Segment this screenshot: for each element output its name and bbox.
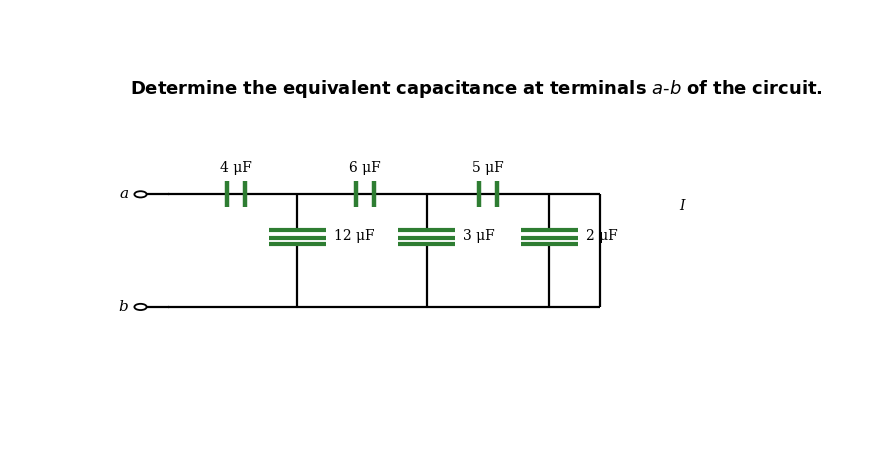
Text: 4 μF: 4 μF bbox=[220, 161, 252, 175]
Text: 2 μF: 2 μF bbox=[586, 229, 617, 243]
Text: 3 μF: 3 μF bbox=[463, 229, 494, 243]
Text: a: a bbox=[119, 187, 128, 201]
Text: 6 μF: 6 μF bbox=[349, 161, 381, 175]
Text: b: b bbox=[119, 300, 128, 314]
Text: 5 μF: 5 μF bbox=[471, 161, 503, 175]
Text: 12 μF: 12 μF bbox=[334, 229, 374, 243]
Text: $\mathbf{Determine\ the\ equivalent\ capacitance\ at\ terminals\ }$$\mathit{a}$$: $\mathbf{Determine\ the\ equivalent\ cap… bbox=[130, 78, 822, 100]
Text: I: I bbox=[679, 199, 684, 213]
